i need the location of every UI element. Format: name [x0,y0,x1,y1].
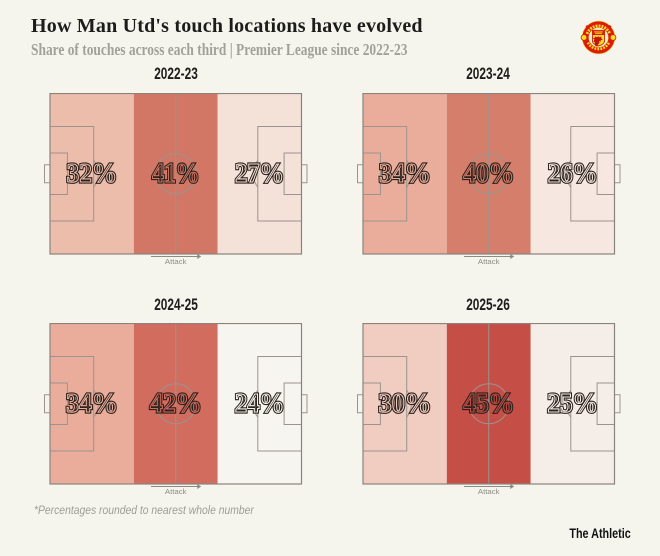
svg-text:42%: 42% [150,388,202,418]
svg-text:42%: 42% [150,388,202,418]
svg-text:24%: 24% [235,388,285,418]
svg-text:45%: 45% [463,388,514,418]
svg-text:34%: 34% [66,388,118,418]
svg-text:34%: 34% [379,158,431,188]
svg-text:Attack: Attack [478,487,500,496]
svg-text:Attack: Attack [165,256,187,265]
svg-text:45%: 45% [463,388,514,418]
svg-text:45%: 45% [463,388,514,418]
svg-text:25%: 25% [547,388,598,418]
svg-text:34%: 34% [66,388,118,418]
svg-text:34%: 34% [66,388,118,418]
svg-text:25%: 25% [547,388,598,418]
svg-text:30%: 30% [379,388,432,418]
svg-text:32%: 32% [67,158,118,188]
svg-text:27%: 27% [235,158,284,188]
svg-text:26%: 26% [548,158,598,188]
svg-text:41%: 41% [152,158,199,188]
svg-text:34%: 34% [379,158,431,188]
svg-text:32%: 32% [67,158,118,188]
svg-text:40%: 40% [463,158,514,188]
svg-text:30%: 30% [379,388,432,418]
svg-text:Attack: Attack [165,487,187,496]
svg-text:24%: 24% [235,388,285,418]
svg-text:41%: 41% [152,158,199,188]
svg-text:25%: 25% [547,388,598,418]
svg-text:41%: 41% [152,158,199,188]
svg-text:34%: 34% [379,158,431,188]
svg-text:24%: 24% [235,388,285,418]
svg-text:27%: 27% [235,158,284,188]
svg-text:32%: 32% [67,158,118,188]
svg-text:30%: 30% [379,388,432,418]
svg-text:27%: 27% [235,158,284,188]
svg-text:40%: 40% [463,158,514,188]
svg-text:40%: 40% [463,158,514,188]
svg-text:Attack: Attack [478,256,500,265]
svg-text:42%: 42% [150,388,202,418]
svg-text:26%: 26% [548,158,598,188]
svg-text:26%: 26% [548,158,598,188]
